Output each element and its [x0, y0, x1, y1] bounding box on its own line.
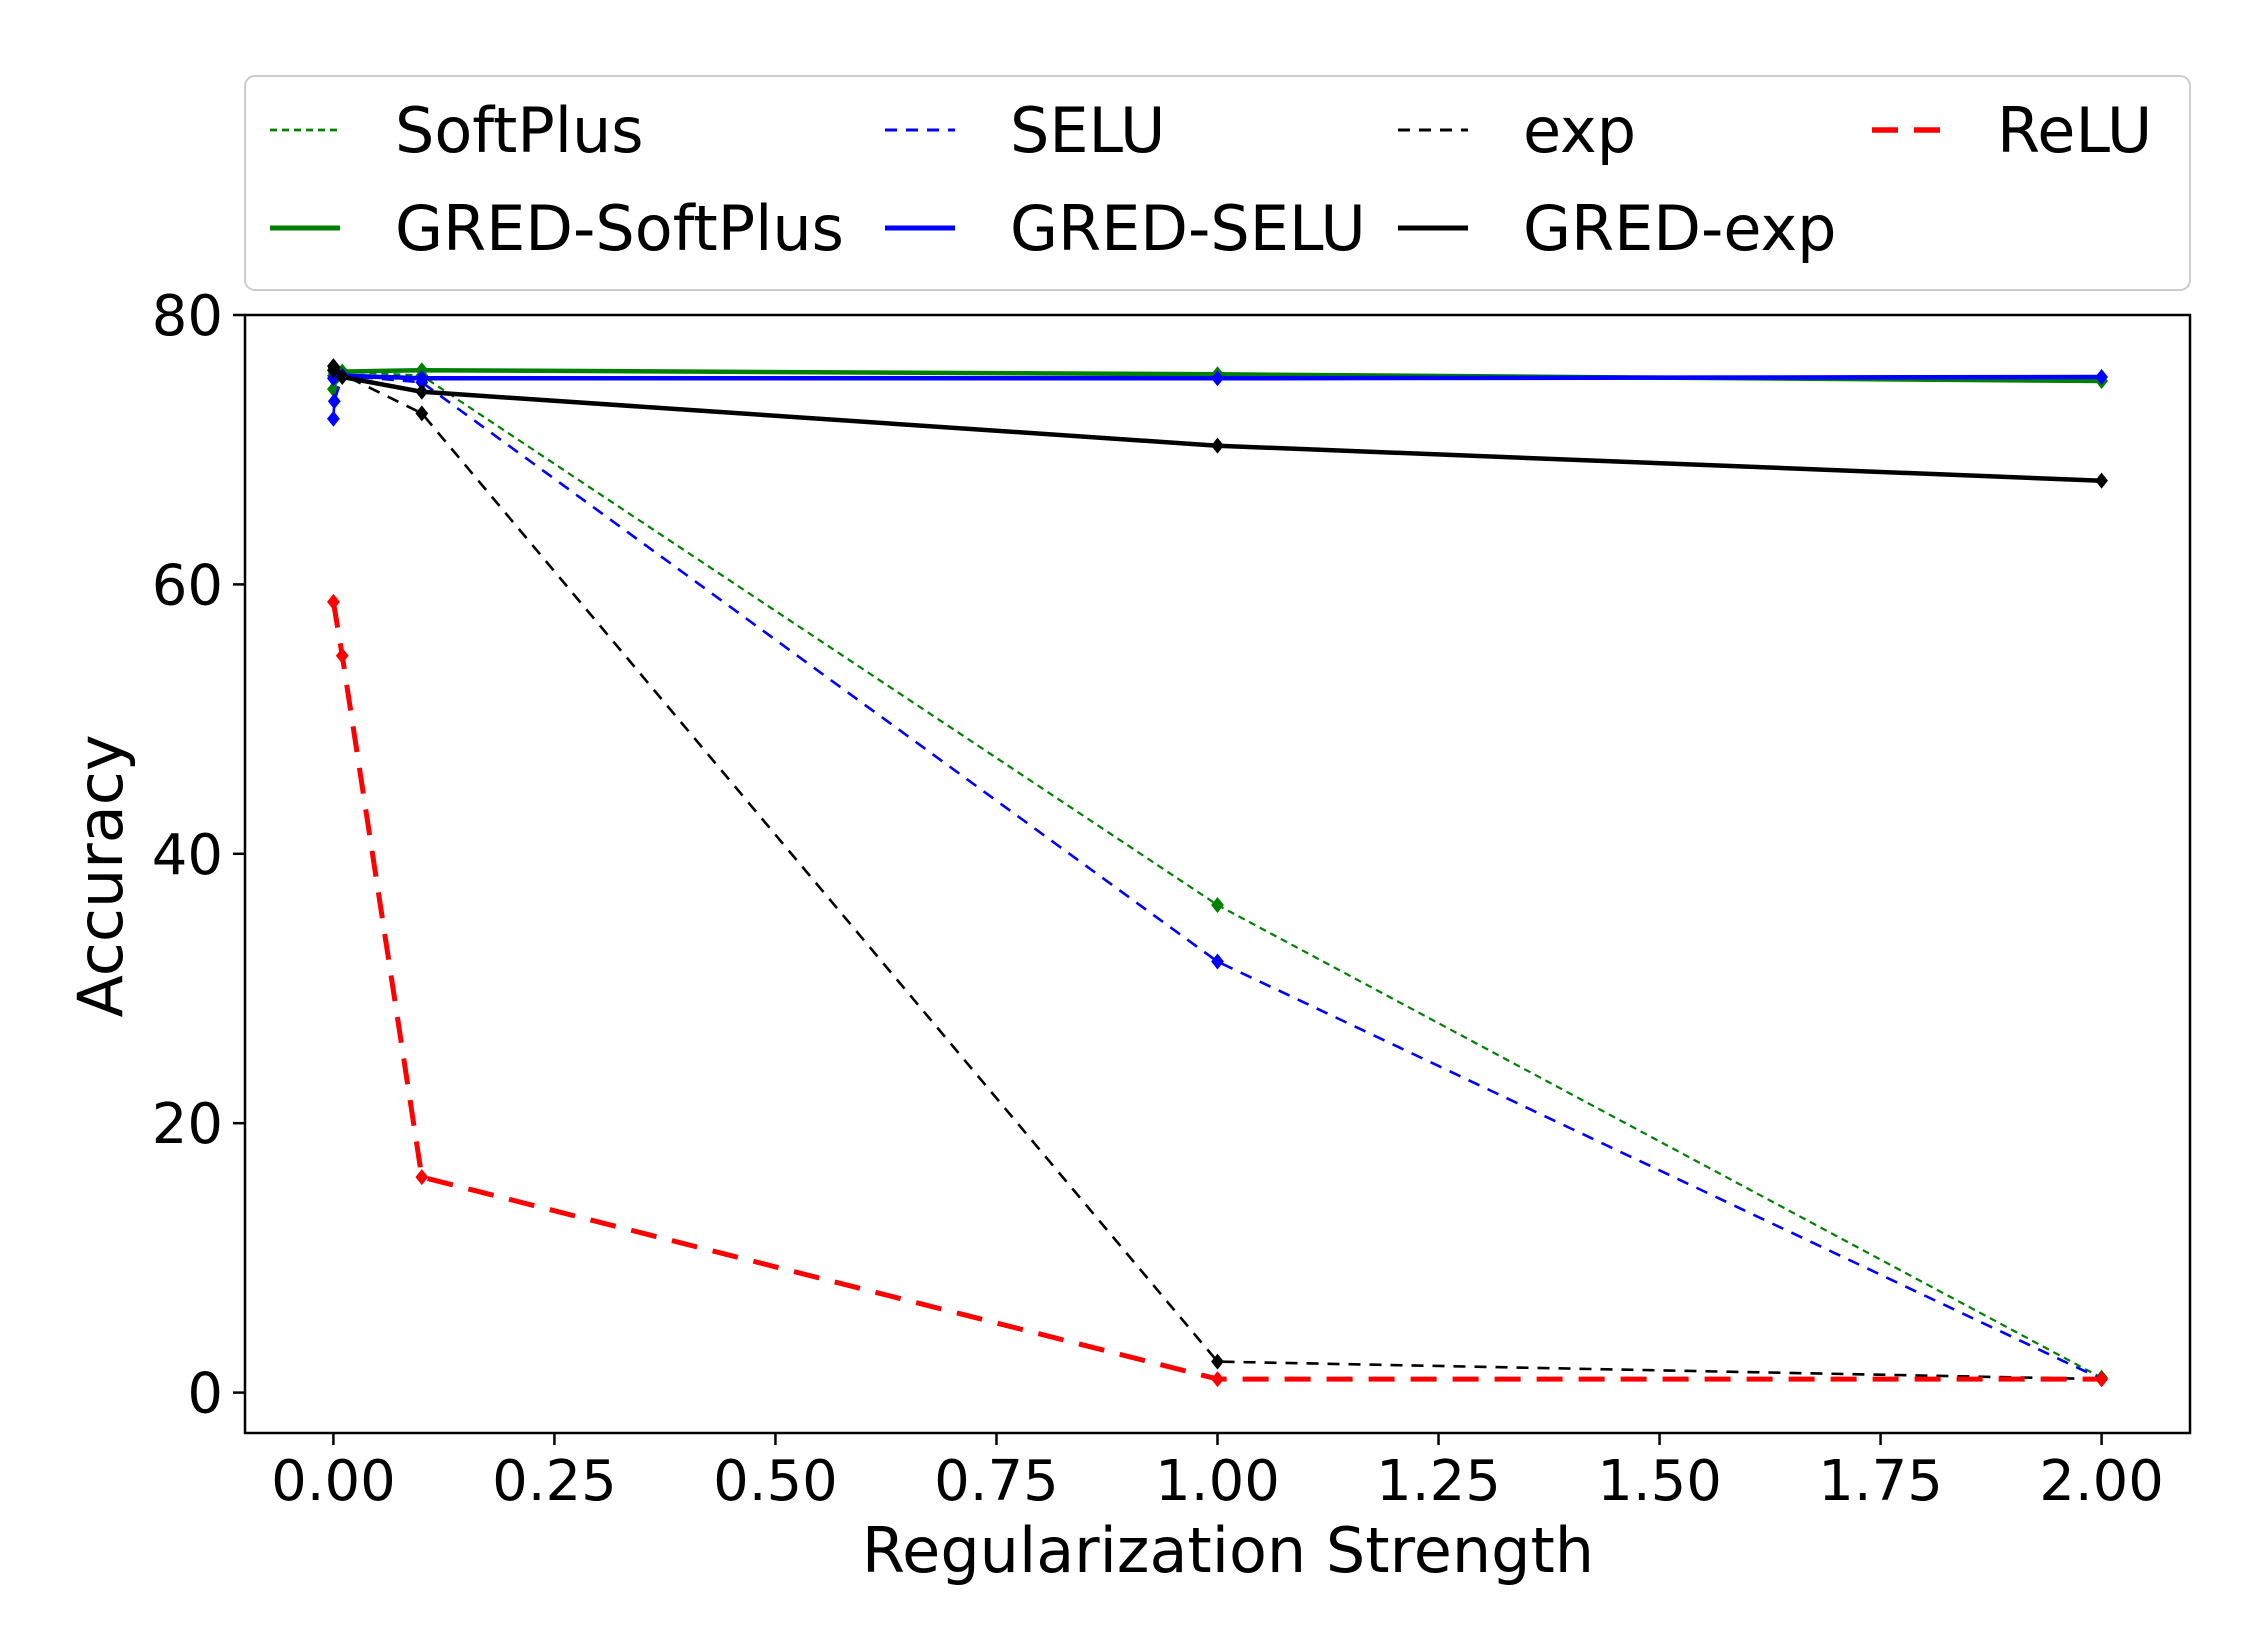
- x-axis-title: Regularization Strength: [862, 1514, 1594, 1587]
- series-softplus: [327, 363, 2108, 1386]
- x-tick-label: 0.25: [492, 1449, 617, 1514]
- data-point: [415, 383, 429, 400]
- y-axis-title: Accuracy: [64, 734, 137, 1017]
- data-point: [1211, 953, 1224, 970]
- data-point: [1211, 896, 1224, 913]
- y-tick-label: 40: [152, 823, 223, 888]
- legend-frame: [244, 75, 2191, 291]
- legend-label: ReLU: [1997, 94, 2152, 167]
- series-line-selu: [332, 374, 2103, 1381]
- data-point: [415, 1169, 429, 1186]
- x-tick-label: 1.50: [1597, 1449, 1722, 1514]
- legend-item-exp: exp: [1398, 94, 1636, 167]
- legend-item-selu: SELU: [885, 94, 1165, 167]
- x-tick-label: 0.00: [271, 1449, 396, 1514]
- legend-item-gred-exp: GRED-exp: [1398, 192, 1837, 265]
- series-gred-exp: [327, 359, 2108, 489]
- legend-label: exp: [1523, 94, 1636, 167]
- data-point: [2095, 472, 2108, 489]
- series-line-softplus: [332, 370, 2103, 1379]
- data-point: [327, 359, 341, 376]
- y-tick-label: 20: [152, 1092, 223, 1157]
- data-point: [1211, 370, 1224, 387]
- legend-entries: SoftPlus SELU exp ReLU GRED-SoftPlus GRED-SEL…: [270, 94, 2152, 265]
- legend-label: GRED-SELU: [1010, 192, 1366, 265]
- data-point: [335, 647, 349, 664]
- y-tick-label: 0: [187, 1362, 223, 1427]
- legend-label: GRED-exp: [1523, 192, 1837, 265]
- series-line-relu: [330, 601, 2102, 1382]
- data-point: [335, 368, 349, 385]
- data-point: [415, 370, 429, 387]
- y-tick-label: 80: [152, 284, 223, 349]
- x-tick-label: 0.75: [934, 1449, 1059, 1514]
- legend-item-gred-softplus: GRED-SoftPlus: [270, 192, 844, 265]
- data-point: [327, 393, 341, 410]
- data-point: [327, 593, 340, 610]
- data-point: [2095, 368, 2108, 385]
- x-tick-label: 2.00: [2039, 1449, 2164, 1514]
- data-point: [415, 362, 429, 379]
- y-tick-label: 60: [152, 553, 223, 618]
- data-point: [327, 410, 340, 427]
- legend-label: SELU: [1010, 94, 1165, 167]
- x-tick-label: 1.00: [1155, 1449, 1280, 1514]
- legend-item-softplus: SoftPlus: [270, 94, 644, 167]
- legend-item-gred-selu: GRED-SELU: [885, 192, 1366, 265]
- data-point: [1211, 1371, 1224, 1388]
- series-line-exp: [332, 365, 2102, 1381]
- data-point: [415, 405, 429, 422]
- plot-frame: [243, 313, 2192, 1435]
- data-point: [1211, 437, 1224, 454]
- data-point: [2095, 1371, 2108, 1388]
- x-tick-label: 0.50: [713, 1449, 838, 1514]
- data-point: [1211, 1353, 1224, 1370]
- x-tick-label: 1.25: [1376, 1449, 1501, 1514]
- legend: SoftPlus SELU exp ReLU GRED-SoftPlus GRED-SEL…: [244, 75, 2191, 291]
- y-axis-ticks: 0 20 40 60 80: [152, 284, 245, 1427]
- series-relu: [327, 593, 2108, 1388]
- legend-label: SoftPlus: [395, 94, 644, 167]
- x-axis-ticks: 0.00 0.25 0.50 0.75 1.00 1.25 1.50 1.75 2.00: [271, 1433, 2164, 1514]
- x-tick-label: 1.75: [1818, 1449, 1943, 1514]
- series-selu: [327, 367, 2108, 1388]
- plot-area: [243, 313, 2192, 1435]
- series-layer: [327, 358, 2108, 1388]
- legend-item-relu: ReLU: [1872, 94, 2152, 167]
- series-exp: [327, 358, 2108, 1388]
- legend-label: GRED-SoftPlus: [395, 192, 844, 265]
